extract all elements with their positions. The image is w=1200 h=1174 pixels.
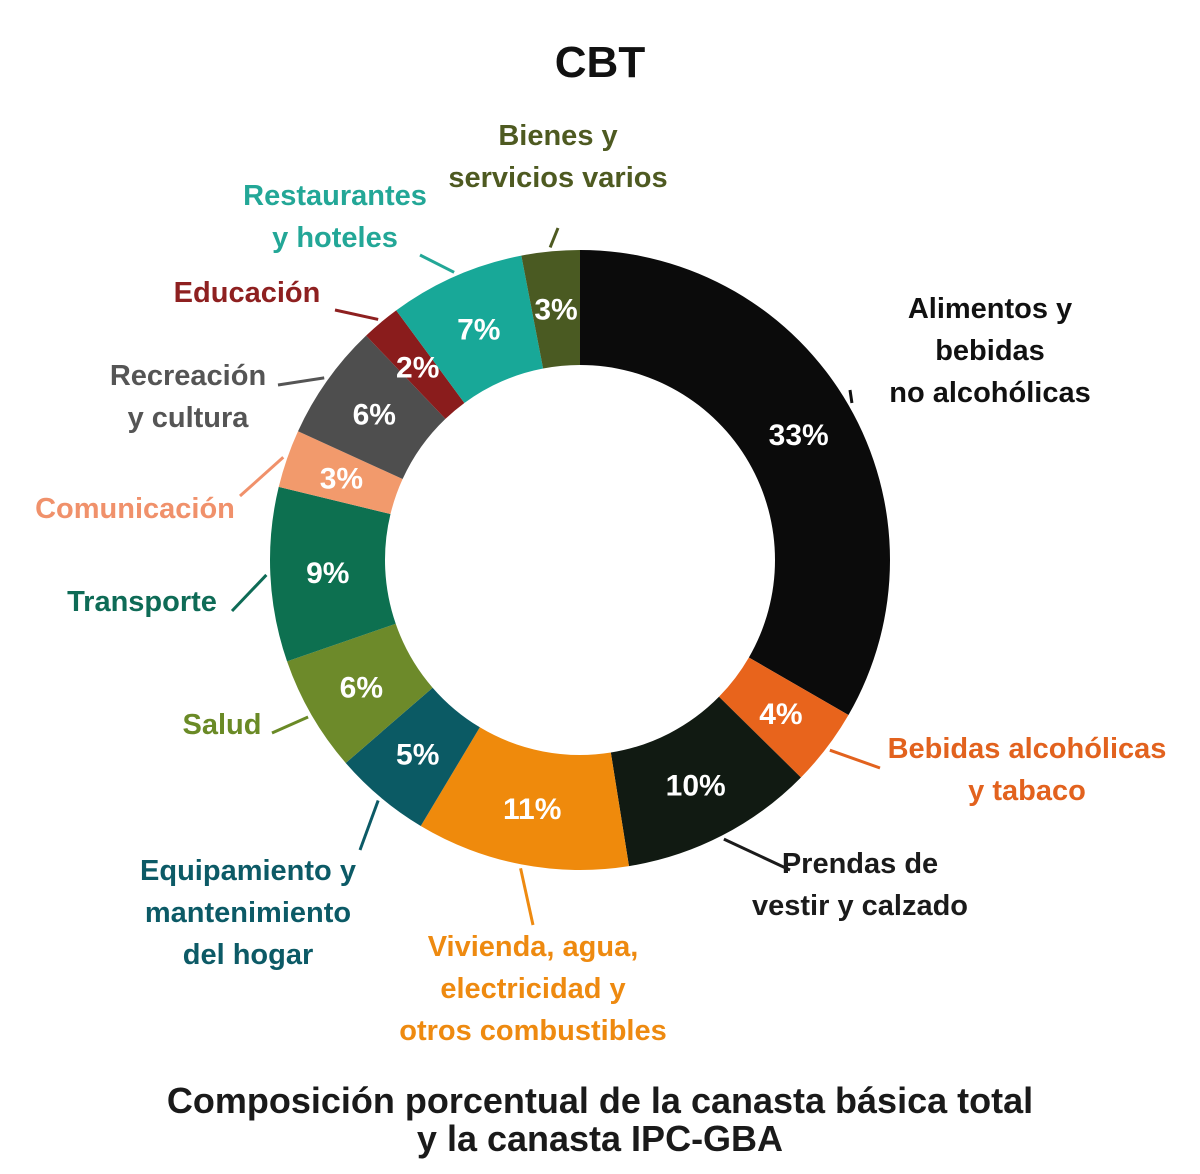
leader-line [519,868,535,926]
slice-category-label: Transporte [67,586,217,618]
slice-category-label: Recreación y cultura [110,360,266,434]
slice-value-label: 2% [396,352,439,385]
value-labels-layer: 33%4%10%11%5%6%9%3%6%2%7%3% [306,294,829,826]
leader-line [230,573,268,613]
slice-category-label: Restaurantes y hoteles [243,180,427,254]
leader-line [829,748,881,770]
donut-slice [298,335,446,479]
donut-slice [278,431,403,515]
donut-slice [396,255,544,403]
leader-line [419,253,455,274]
slice-category-label: Vivienda, agua, electricidad y otros combu… [399,931,667,1047]
slice-value-label: 9% [306,557,349,590]
leader-line [723,837,791,872]
leader-line [334,308,379,321]
caption-line-1: Composición porcentual de la canasta bás… [166,1080,1034,1121]
slice-value-label: 4% [759,698,802,731]
slice-value-label: 3% [534,294,577,327]
donut-slice [345,687,480,826]
leader-line [277,376,325,387]
slice-value-label: 3% [320,462,363,495]
leader-line [239,456,285,498]
slice-value-label: 7% [457,314,500,347]
leader-lines-layer [230,227,881,926]
slice-value-label: 5% [396,738,439,771]
slice-category-label: Alimentos y bebidas no alcohólicas [889,293,1090,409]
slice-value-label: 6% [340,671,383,704]
donut-slice [420,727,629,870]
slice-value-label: 33% [769,419,829,452]
slices-layer [270,250,890,870]
leader-line [271,715,309,735]
slice-category-label: Educación [174,277,321,309]
donut-slice [718,657,849,778]
donut-slice [580,250,890,715]
figure-caption: Composición porcentual de la canasta bás… [0,1082,1200,1158]
donut-slice [521,250,580,369]
slice-category-label: Comunicación [35,493,235,525]
slice-category-label: Equipamiento y mantenimiento del hogar [140,855,356,971]
donut-slice [270,486,396,662]
slice-category-label: Bienes y servicios varios [448,120,667,194]
leader-line [848,389,854,404]
slice-value-label: 11% [503,793,561,826]
leader-line [358,800,380,851]
slice-value-label: 10% [666,769,726,802]
caption-line-2: y la canasta IPC-GBA [416,1117,784,1159]
leader-line [548,227,560,248]
slice-value-label: 6% [353,399,396,432]
chart-title: CBT [554,38,646,87]
slice-category-label: Prendas de vestir y calzado [752,848,968,922]
category-labels-layer: Alimentos y bebidas no alcohólicas Bebidas … [35,120,1166,1047]
donut-slice [366,310,465,419]
donut-slice [610,696,801,867]
slice-category-label: Bebidas alcohólicas y tabaco [888,733,1167,807]
donut-slice [287,623,433,764]
slice-category-label: Salud [183,709,262,741]
